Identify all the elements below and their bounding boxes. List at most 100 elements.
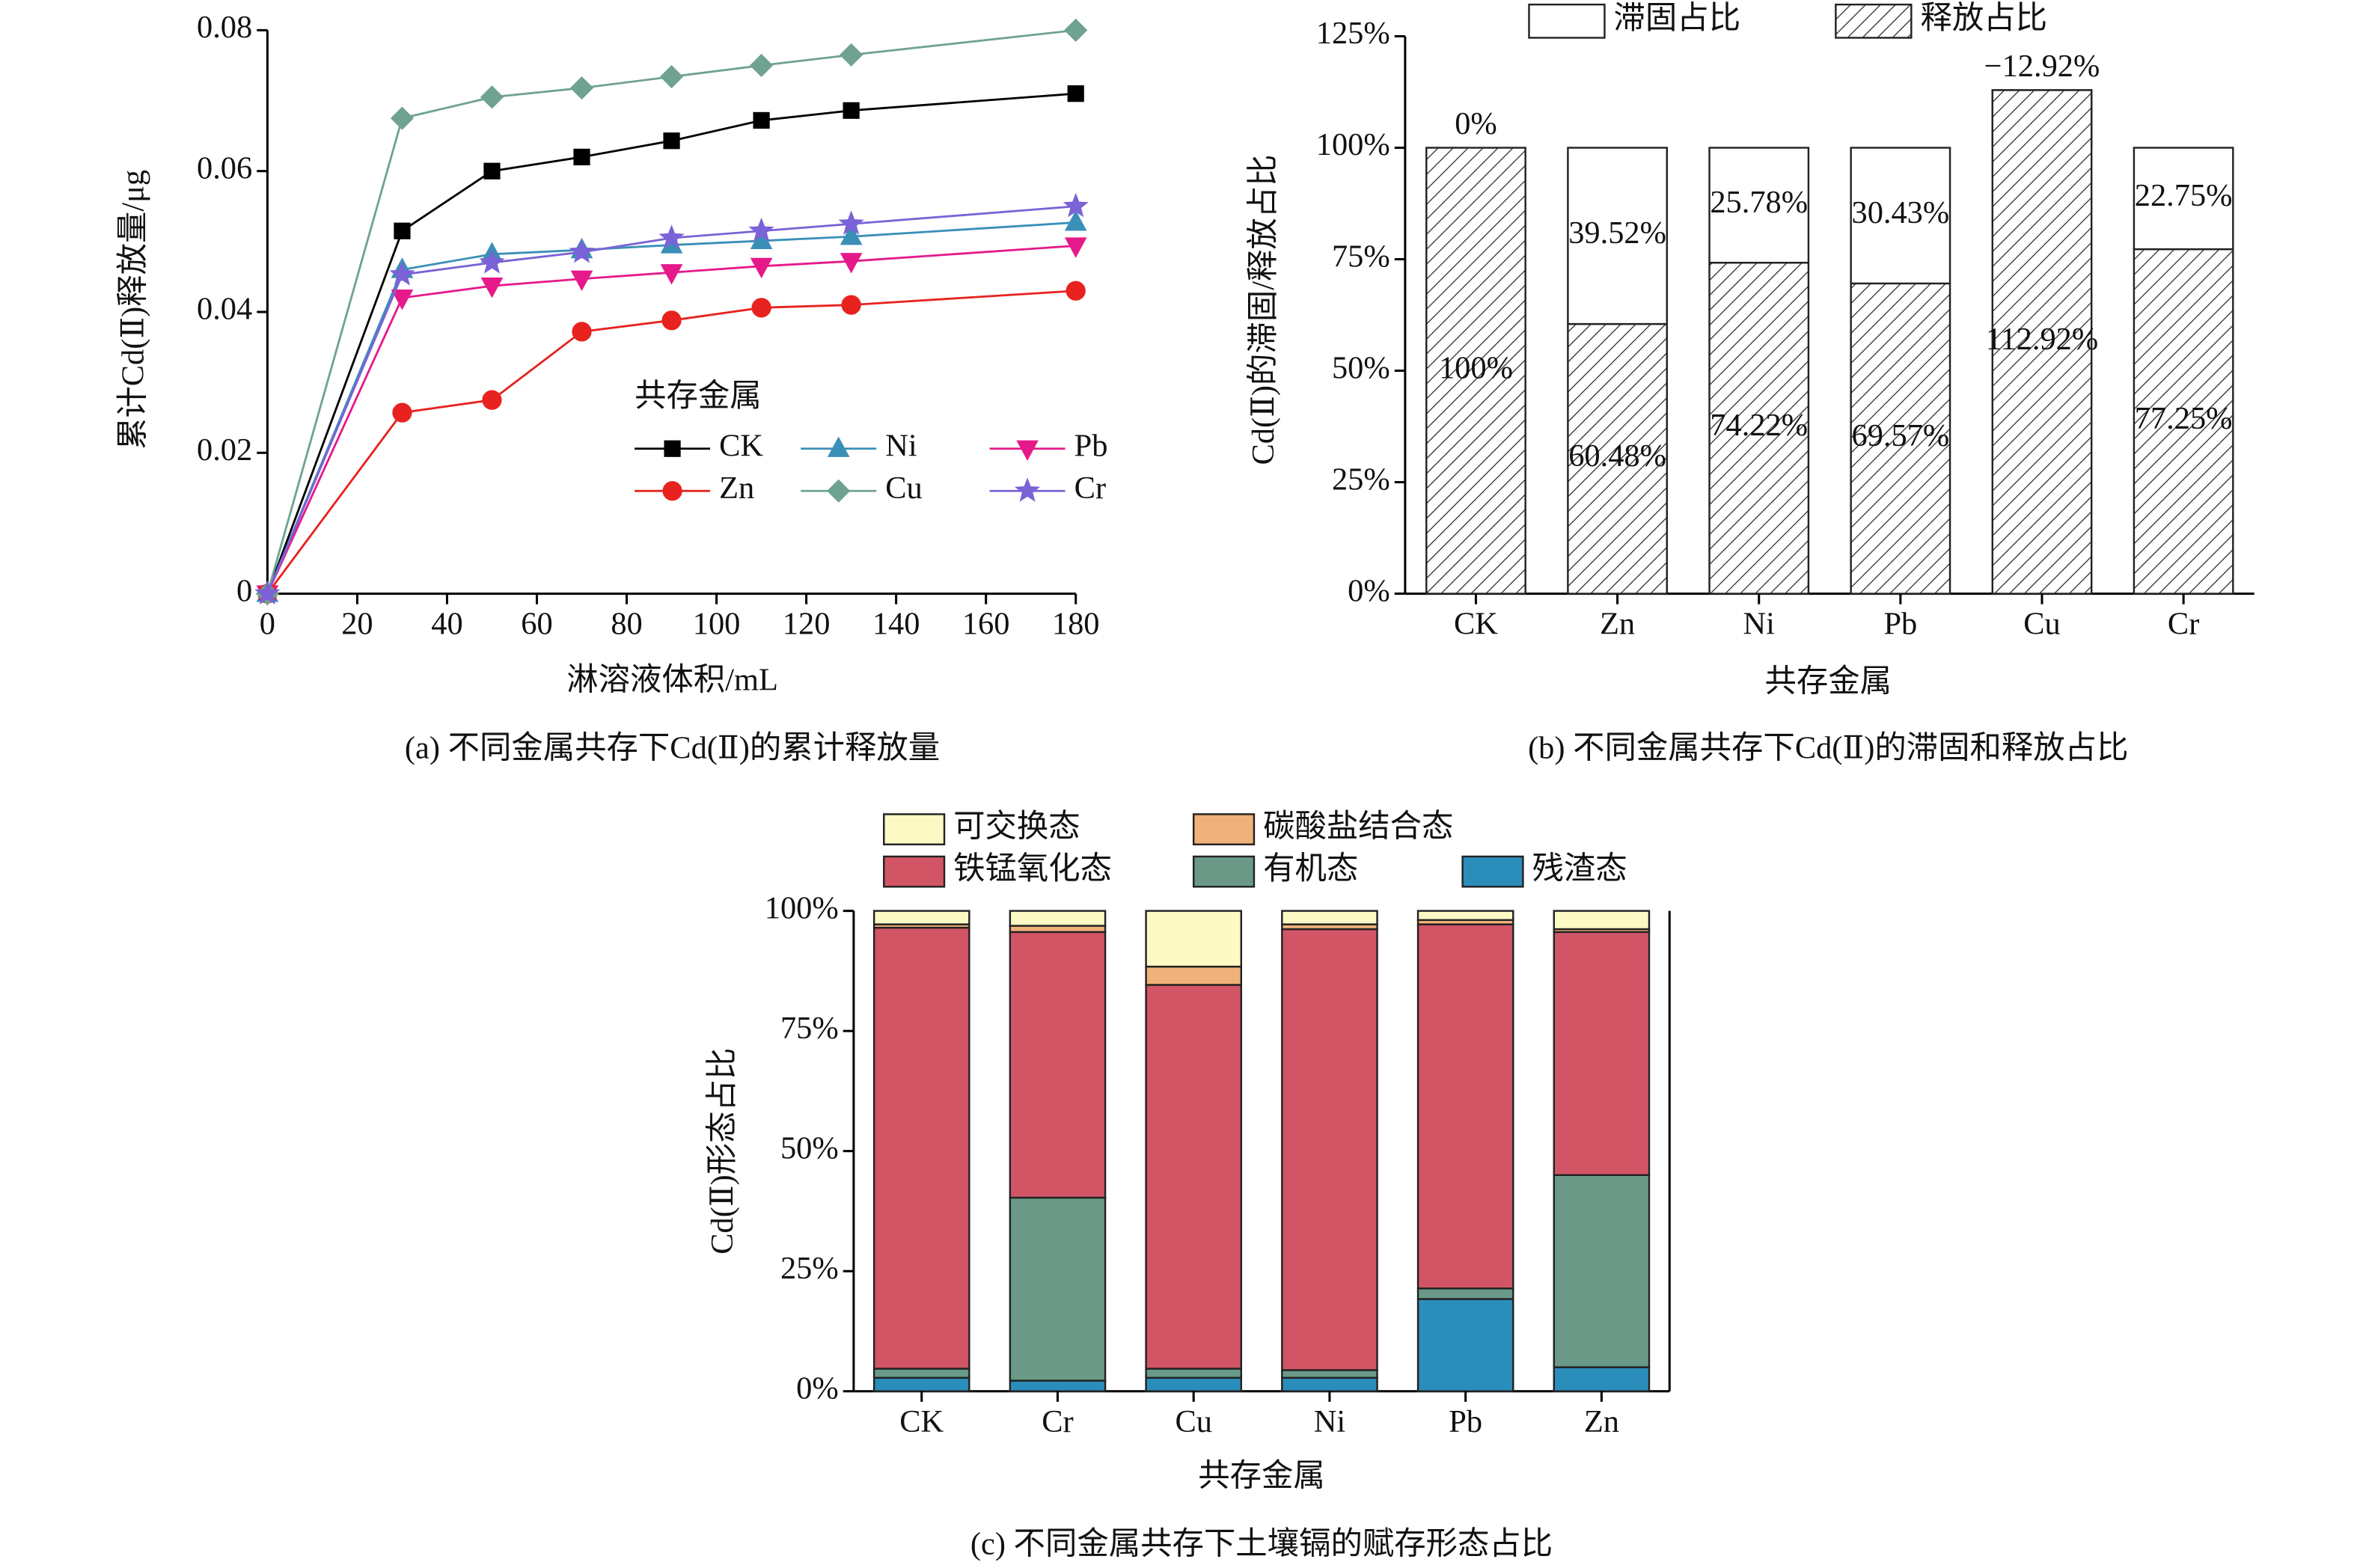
y-tick-label: 125% (1316, 16, 1390, 51)
y-tick-label: 100% (765, 890, 839, 925)
y-tick-label: 75% (780, 1011, 839, 1046)
bars (1425, 89, 2234, 595)
bar-segment (1416, 910, 1514, 922)
marker (751, 298, 771, 318)
x-axis-label: 共存金属 (1764, 664, 1892, 699)
legend-label: 有机态 (1263, 851, 1358, 886)
marker (658, 224, 685, 249)
legend-marker (1014, 477, 1041, 502)
bar-segment (1553, 1366, 1651, 1392)
marker (660, 264, 683, 285)
x-tick-label: Cr (2168, 607, 2199, 642)
bar-segment (1145, 965, 1243, 986)
marker (840, 253, 863, 274)
x-tick-label: Ni (1743, 607, 1775, 642)
legend-swatch (883, 813, 946, 845)
bar-segment (1281, 928, 1378, 1371)
bar-segment (1145, 1368, 1243, 1379)
caption: (b) 不同金属共存下Cd(Ⅱ)的滞固和释放占比 (1528, 730, 2128, 765)
x-tick-label: 180 (1052, 607, 1100, 642)
legend-swatch (1528, 3, 1606, 39)
legend-swatch (1835, 3, 1913, 39)
marker (1067, 85, 1084, 102)
x-tick-label: 60 (521, 607, 552, 642)
x-tick-label: Cr (1042, 1404, 1073, 1439)
marker (1064, 210, 1087, 231)
line (266, 245, 1076, 595)
y-tick-label: 0.08 (197, 10, 252, 45)
marker (838, 210, 864, 235)
marker (569, 76, 594, 100)
bar-segment (1009, 925, 1107, 934)
value-label: 112.92% (1986, 322, 2098, 357)
marker (254, 580, 281, 605)
line (266, 28, 1076, 594)
bar-segment (1567, 322, 1668, 595)
legend-swatch (1461, 855, 1524, 888)
value-label: 39.52% (1568, 215, 1666, 251)
bar-segment (1553, 910, 1651, 931)
bar-segment (1281, 1376, 1378, 1392)
bar-segment (872, 1368, 970, 1379)
value-label: 22.75% (2135, 178, 2233, 213)
marker (1063, 192, 1089, 218)
bar-segment (1567, 147, 1668, 325)
value-label: 25.78% (1710, 185, 1808, 220)
x-tick-label: Cu (2023, 607, 2060, 642)
x-axis-label: 共存金属 (1198, 1459, 1325, 1494)
bar-segment (1009, 910, 1107, 927)
legend-label: Cu (885, 471, 922, 506)
bar-segment (2133, 248, 2234, 595)
bar-segment (1281, 1369, 1378, 1379)
marker (479, 249, 505, 274)
legend-title: 共存金属 (635, 379, 762, 414)
marker (663, 132, 680, 150)
marker (570, 270, 593, 291)
bar-segment (872, 910, 970, 925)
marker (748, 217, 774, 242)
marker (753, 111, 770, 129)
x-tick-label: 20 (341, 607, 373, 642)
bars (872, 910, 1651, 1392)
marker (1064, 18, 1088, 42)
x-tick-label: 0 (260, 607, 275, 642)
y-tick-label: 0% (796, 1371, 839, 1406)
marker (394, 222, 411, 239)
marker (840, 224, 863, 245)
line (266, 221, 1076, 595)
marker (750, 257, 773, 279)
value-label: 74.22% (1710, 408, 1808, 443)
y-tick-label: 50% (1332, 350, 1390, 385)
bar-segment (872, 1376, 970, 1392)
x-tick-label: Pb (1883, 607, 1917, 642)
value-label: 30.43% (1852, 195, 1950, 230)
value-label: 77.25% (2135, 401, 2233, 436)
legend-swatch (1192, 813, 1256, 845)
bar-segment (1145, 1376, 1243, 1392)
y-tick-label: 0.04 (197, 292, 252, 327)
line (266, 205, 1076, 595)
marker (659, 64, 684, 89)
marker (843, 102, 860, 119)
y-tick-label: 75% (1332, 239, 1390, 274)
line (266, 290, 1076, 595)
y-axis-label: Cd(Ⅱ)形态占比 (705, 1048, 740, 1255)
marker (573, 148, 590, 165)
bar-segment (1416, 923, 1514, 1290)
legend-label: 释放占比 (1920, 1, 2047, 36)
bar-segment (1553, 931, 1651, 1176)
marker (482, 390, 502, 410)
value-label: 0% (1455, 106, 1497, 141)
bar-segment (1009, 1379, 1107, 1392)
legend-label: 碳酸盐结合态 (1263, 809, 1453, 844)
marker (480, 85, 504, 109)
legend-label: Zn (719, 471, 754, 506)
legend-label: 滞固占比 (1614, 1, 1741, 36)
legend-swatch (1192, 855, 1256, 888)
y-tick-label: 0% (1348, 573, 1390, 608)
marker (390, 106, 415, 130)
legend-label: 铁锰氧化态 (953, 851, 1112, 886)
marker (572, 322, 592, 342)
y-tick-label: 25% (780, 1251, 839, 1286)
value-label: 69.57% (1852, 418, 1950, 453)
